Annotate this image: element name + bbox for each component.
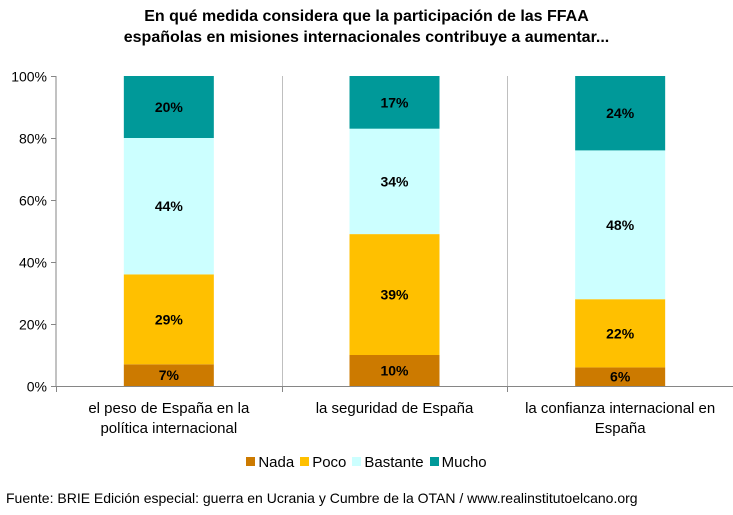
legend-label: Mucho bbox=[441, 454, 487, 471]
bar-segment-poco bbox=[123, 274, 214, 365]
bar-data-label: 10% bbox=[380, 363, 409, 379]
bar-data-label: 17% bbox=[380, 94, 409, 110]
legend-item-poco: Poco bbox=[300, 454, 346, 472]
legend-swatch bbox=[352, 457, 362, 466]
bar-data-label: 22% bbox=[606, 325, 635, 341]
bar-data-label: 6% bbox=[610, 369, 631, 385]
y-tick-label: 0% bbox=[27, 379, 47, 395]
y-tick-label: 40% bbox=[19, 255, 47, 271]
bar-segment-mucho bbox=[123, 76, 214, 138]
legend-label: Nada bbox=[258, 454, 295, 471]
chart-title-line-2: españolas en misiones internacionales co… bbox=[123, 29, 610, 46]
bars bbox=[123, 76, 666, 386]
category-label: la confianza internacional en bbox=[525, 400, 715, 417]
category-label: el peso de España en la bbox=[88, 400, 250, 417]
y-axis: 0% 20% 40% 60% 80% 100% bbox=[11, 69, 57, 395]
bar-data-label: 39% bbox=[380, 287, 409, 303]
y-tick-label: 20% bbox=[19, 317, 47, 333]
bar-data-label: 34% bbox=[380, 173, 409, 189]
bar-segment-nada bbox=[349, 355, 440, 386]
legend-item-bastante: Bastante bbox=[352, 454, 424, 472]
legend-label: Bastante bbox=[364, 454, 424, 471]
legend-swatch bbox=[246, 457, 256, 466]
bar-segment-poco bbox=[575, 299, 666, 368]
bar-data-label: 20% bbox=[155, 99, 184, 115]
bar-data-labels: 7% 29% 44% 20% 10% 39% 34% 17% 6% 22% 48% 24% bbox=[155, 94, 635, 384]
chart-title-line-1: En qué medida considera que la participa… bbox=[144, 8, 589, 25]
chart-title: En qué medida considera que la participa… bbox=[0, 6, 733, 48]
legend-item-nada: Nada bbox=[246, 454, 294, 472]
legend-label: Poco bbox=[312, 454, 347, 471]
y-tick-label: 80% bbox=[19, 131, 47, 147]
bar-data-label: 7% bbox=[159, 367, 180, 383]
bar-data-label: 29% bbox=[155, 311, 184, 327]
legend-swatch bbox=[300, 457, 310, 466]
category-label: la seguridad de España bbox=[316, 400, 474, 417]
bar-data-label: 48% bbox=[606, 217, 635, 233]
bar-segment-poco bbox=[349, 234, 440, 355]
source-note: Fuente: BRIE Edición especial: guerra en… bbox=[6, 490, 638, 506]
bar-segment-bastante bbox=[349, 128, 440, 235]
category-labels: el peso de España en la política internac… bbox=[88, 400, 715, 437]
y-tick-label: 100% bbox=[11, 69, 47, 85]
x-axis bbox=[56, 76, 733, 392]
y-tick-label: 60% bbox=[19, 193, 47, 209]
bar-segment-bastante bbox=[123, 138, 214, 275]
bar-segment-nada bbox=[123, 364, 214, 386]
bar-segment-nada bbox=[575, 367, 666, 386]
bar-segment-mucho bbox=[575, 76, 666, 151]
legend-item-mucho: Mucho bbox=[429, 454, 487, 472]
bar-data-label: 44% bbox=[155, 198, 184, 214]
bar-segment-bastante bbox=[575, 150, 666, 300]
category-label: España bbox=[595, 420, 647, 437]
legend-swatch bbox=[429, 457, 439, 466]
bar-data-label: 24% bbox=[606, 105, 635, 121]
bar-segment-mucho bbox=[349, 76, 440, 129]
legend: Nada Poco Bastante Mucho bbox=[0, 454, 733, 472]
category-label: política internacional bbox=[100, 420, 237, 437]
